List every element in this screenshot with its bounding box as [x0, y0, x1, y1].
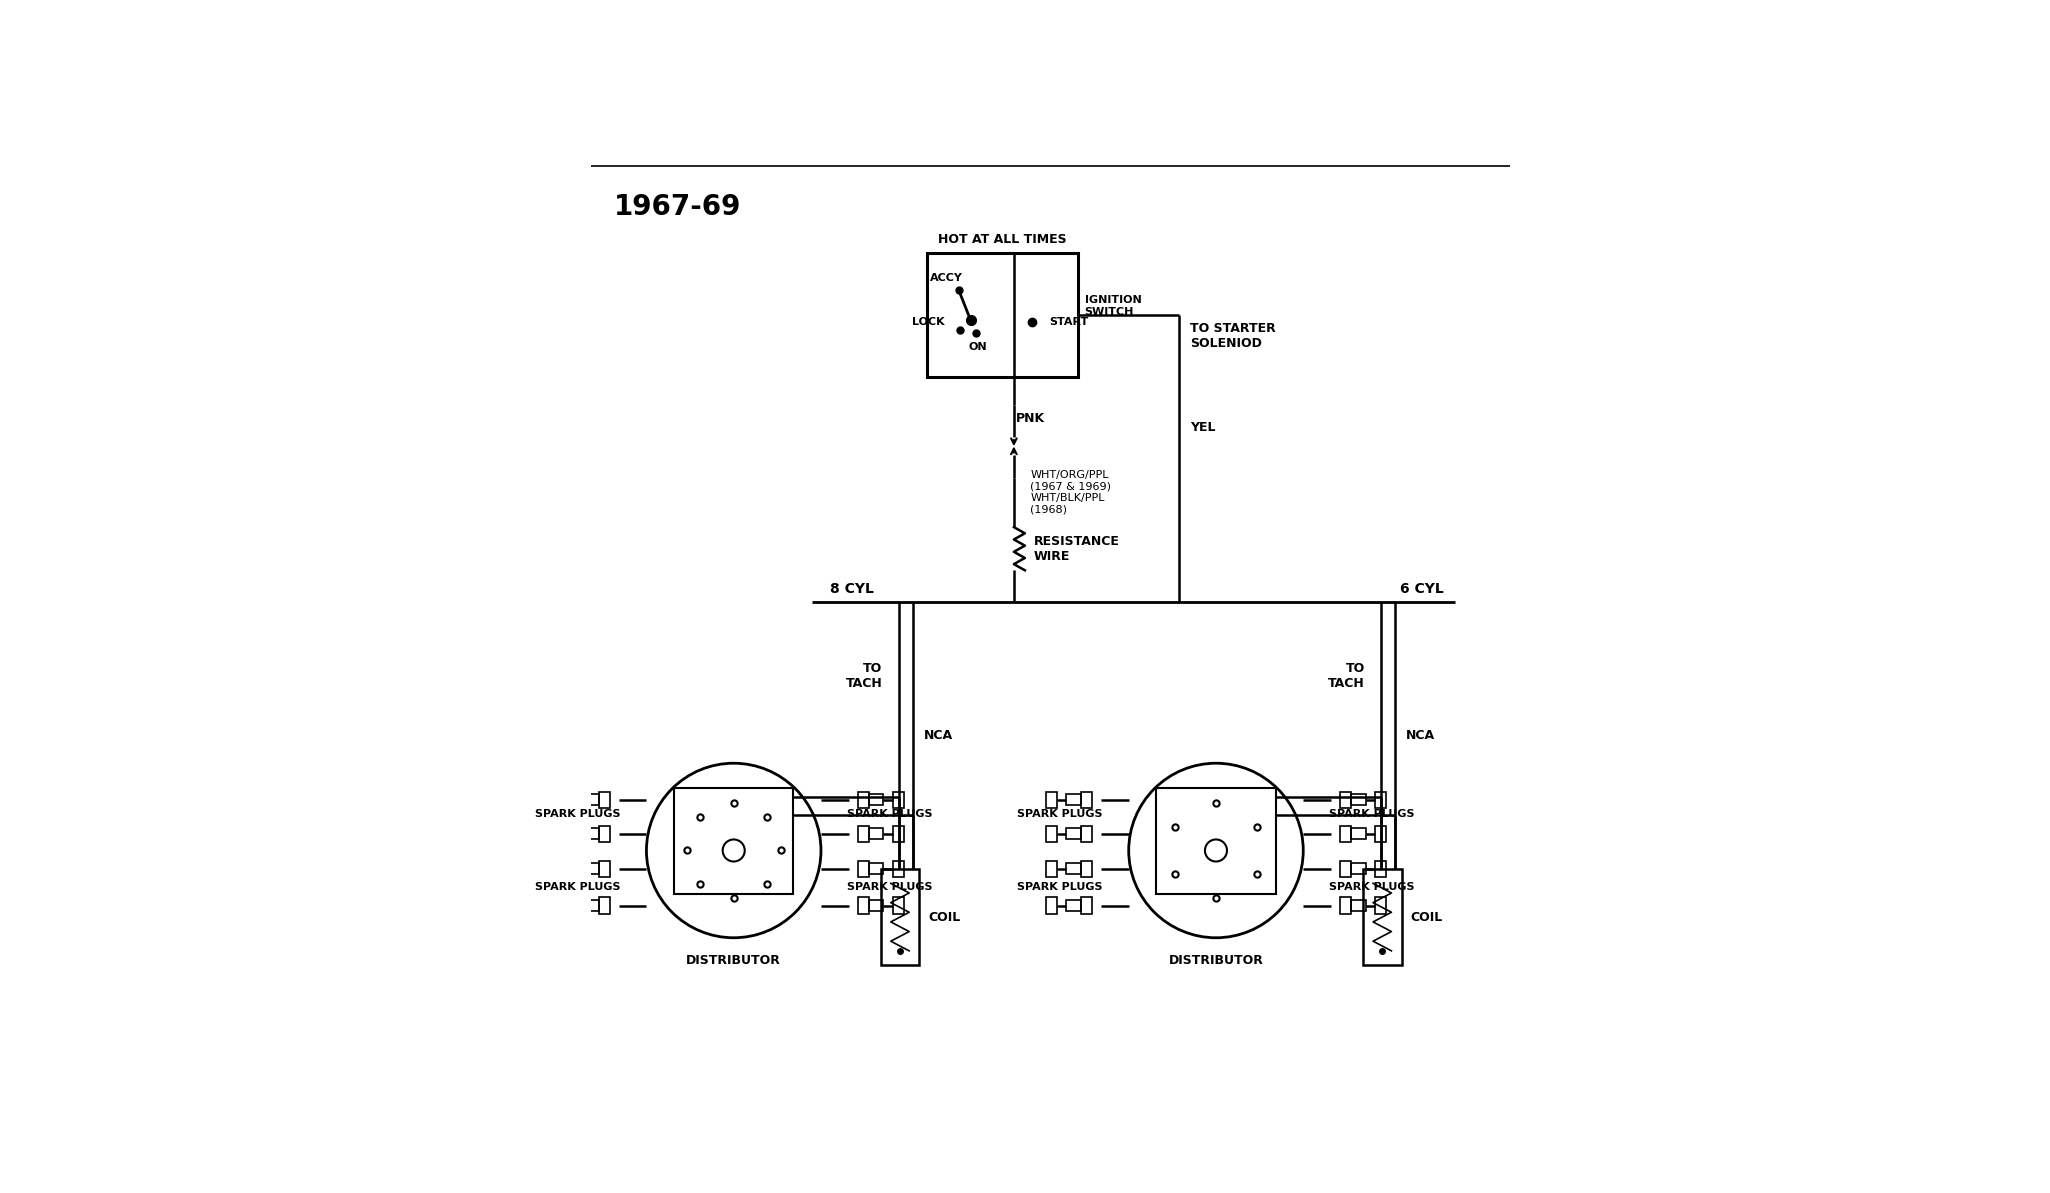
Bar: [1066, 795, 1080, 805]
Bar: [1066, 900, 1080, 911]
Bar: [584, 864, 599, 874]
Text: SPARK PLUGS: SPARK PLUGS: [1328, 883, 1414, 892]
Text: SPARK PLUGS: SPARK PLUGS: [1328, 809, 1414, 818]
Text: START: START: [1050, 317, 1089, 327]
Bar: [1046, 897, 1058, 914]
Bar: [599, 897, 609, 914]
Bar: [1351, 864, 1365, 874]
Bar: [1046, 792, 1058, 808]
Bar: [1046, 860, 1058, 877]
Bar: [869, 795, 884, 805]
Bar: [1341, 826, 1351, 842]
Text: WHT/ORG/PPL
(1967 & 1969)
WHT/BLK/PPL
(1968): WHT/ORG/PPL (1967 & 1969) WHT/BLK/PPL (1…: [1031, 470, 1111, 514]
Bar: [869, 828, 884, 840]
Bar: [564, 826, 574, 842]
Bar: [892, 897, 904, 914]
Bar: [1066, 828, 1080, 840]
Text: TO STARTER
SOLENIOD: TO STARTER SOLENIOD: [1191, 322, 1275, 350]
Text: 6 CYL: 6 CYL: [1400, 582, 1443, 595]
Bar: [584, 795, 599, 805]
Text: TO
TACH: TO TACH: [1328, 662, 1365, 690]
Text: SPARK PLUGS: SPARK PLUGS: [535, 809, 621, 818]
Bar: [599, 860, 609, 877]
Bar: [1080, 860, 1093, 877]
Bar: [1376, 897, 1386, 914]
Bar: [599, 792, 609, 808]
Text: NCA: NCA: [925, 729, 953, 742]
Text: YEL: YEL: [1191, 421, 1216, 434]
Bar: [584, 900, 599, 911]
Bar: [892, 860, 904, 877]
Bar: [1341, 792, 1351, 808]
Bar: [599, 826, 609, 842]
Bar: [1376, 826, 1386, 842]
Text: SPARK PLUGS: SPARK PLUGS: [1017, 809, 1103, 818]
Bar: [564, 792, 574, 808]
Bar: [869, 900, 884, 911]
Text: SPARK PLUGS: SPARK PLUGS: [1017, 883, 1103, 892]
Text: SPARK PLUGS: SPARK PLUGS: [535, 883, 621, 892]
Bar: [1351, 828, 1365, 840]
Bar: [1066, 864, 1080, 874]
Bar: [564, 897, 574, 914]
Bar: [857, 826, 869, 842]
Text: NCA: NCA: [1406, 729, 1435, 742]
Bar: [564, 860, 574, 877]
Bar: [1046, 826, 1058, 842]
Text: ACCY: ACCY: [931, 273, 964, 283]
Bar: [1080, 826, 1093, 842]
Bar: [857, 860, 869, 877]
Text: IGNITION
SWITCH: IGNITION SWITCH: [1084, 296, 1142, 317]
Bar: [1341, 897, 1351, 914]
Text: PNK: PNK: [1017, 413, 1046, 425]
Bar: [1080, 792, 1093, 808]
Text: COIL: COIL: [929, 910, 961, 923]
Bar: [892, 792, 904, 808]
Text: 1967-69: 1967-69: [615, 193, 742, 222]
Bar: [584, 828, 599, 840]
Text: HOT AT ALL TIMES: HOT AT ALL TIMES: [939, 233, 1066, 246]
Text: RESISTANCE
WIRE: RESISTANCE WIRE: [1033, 536, 1119, 563]
Bar: [892, 826, 904, 842]
Text: TO
TACH: TO TACH: [847, 662, 882, 690]
Bar: [1351, 795, 1365, 805]
Bar: [1376, 860, 1386, 877]
Text: LOCK: LOCK: [912, 317, 945, 327]
Bar: [1341, 860, 1351, 877]
Bar: [857, 897, 869, 914]
Text: ON: ON: [970, 342, 988, 352]
Bar: [1351, 900, 1365, 911]
Text: SPARK PLUGS: SPARK PLUGS: [847, 883, 933, 892]
Bar: [1080, 897, 1093, 914]
Text: DISTRIBUTOR: DISTRIBUTOR: [1168, 954, 1263, 968]
Bar: [1376, 792, 1386, 808]
Text: SPARK PLUGS: SPARK PLUGS: [847, 809, 933, 818]
Bar: [857, 792, 869, 808]
Text: 8 CYL: 8 CYL: [830, 582, 873, 595]
Text: DISTRIBUTOR: DISTRIBUTOR: [687, 954, 781, 968]
Text: COIL: COIL: [1410, 910, 1443, 923]
Bar: [869, 864, 884, 874]
